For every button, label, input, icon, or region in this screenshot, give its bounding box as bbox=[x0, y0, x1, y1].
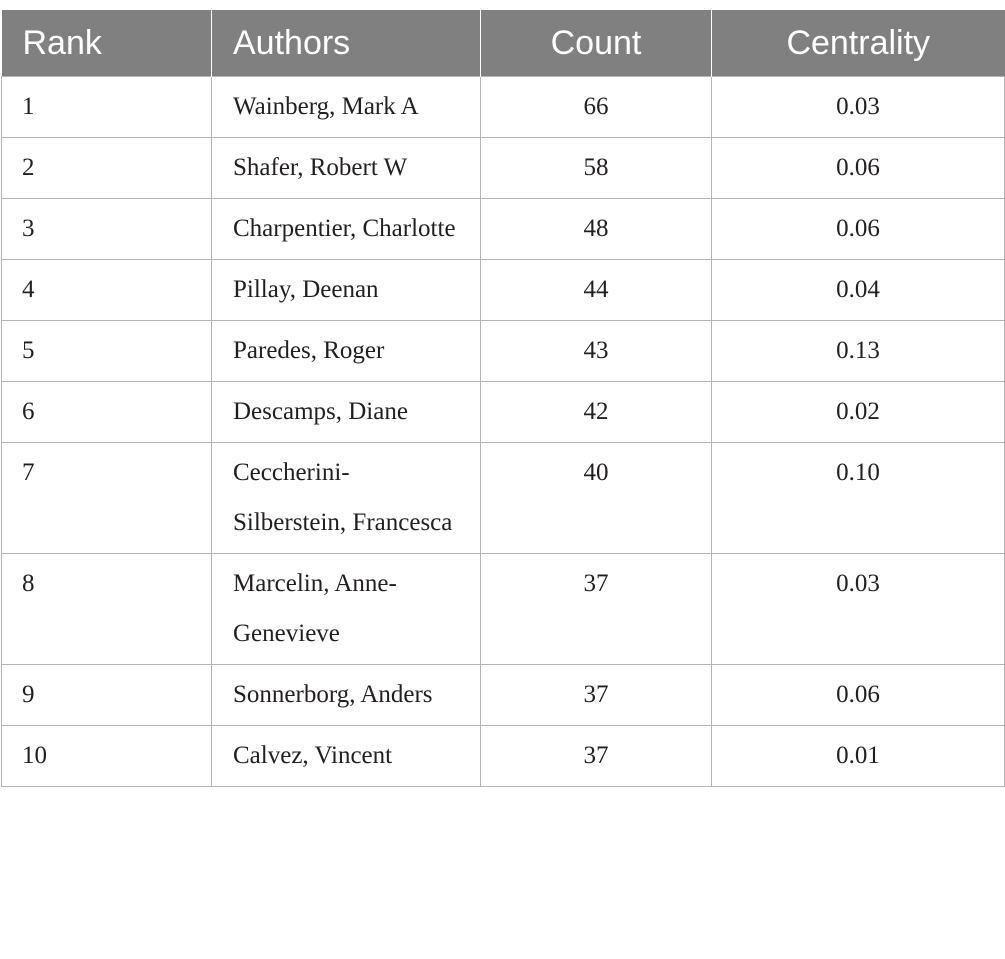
count-cell: 40 bbox=[480, 442, 712, 554]
table-row: 4 Pillay, Deenan 44 0.04 bbox=[1, 259, 1005, 321]
rank-cell: 2 bbox=[1, 137, 212, 199]
header-count: Count bbox=[480, 10, 712, 77]
table-row: 6 Descamps, Diane 42 0.02 bbox=[1, 381, 1005, 443]
header-row: Rank Authors Count Centrality bbox=[1, 10, 1005, 77]
rank-cell: 5 bbox=[1, 320, 212, 382]
centrality-cell: 0.13 bbox=[711, 320, 1005, 382]
count-cell: 42 bbox=[480, 381, 712, 443]
table-row: 5 Paredes, Roger 43 0.13 bbox=[1, 320, 1005, 382]
rank-cell: 1 bbox=[1, 76, 212, 138]
rank-cell: 8 bbox=[1, 553, 212, 665]
count-cell: 44 bbox=[480, 259, 712, 321]
centrality-cell: 0.10 bbox=[711, 442, 1005, 554]
centrality-cell: 0.04 bbox=[711, 259, 1005, 321]
author-cell: Descamps, Diane bbox=[211, 381, 481, 443]
centrality-cell: 0.01 bbox=[711, 725, 1005, 787]
author-cell: Ceccherini-Silberstein, Francesca bbox=[211, 442, 481, 554]
rank-cell: 3 bbox=[1, 198, 212, 260]
author-cell: Wainberg, Mark A bbox=[211, 76, 481, 138]
rank-cell: 10 bbox=[1, 725, 212, 787]
rank-cell: 7 bbox=[1, 442, 212, 554]
count-cell: 43 bbox=[480, 320, 712, 382]
count-cell: 58 bbox=[480, 137, 712, 199]
count-cell: 37 bbox=[480, 553, 712, 665]
header-rank: Rank bbox=[1, 10, 212, 77]
centrality-cell: 0.03 bbox=[711, 553, 1005, 665]
table-row: 3 Charpentier, Charlotte 48 0.06 bbox=[1, 198, 1005, 260]
centrality-cell: 0.06 bbox=[711, 198, 1005, 260]
author-ranking-table: Rank Authors Count Centrality 1 Wainberg… bbox=[1, 10, 1005, 787]
table-row: 7 Ceccherini-Silberstein, Francesca 40 0… bbox=[1, 442, 1005, 554]
centrality-cell: 0.02 bbox=[711, 381, 1005, 443]
rank-cell: 6 bbox=[1, 381, 212, 443]
rank-cell: 9 bbox=[1, 664, 212, 726]
count-cell: 37 bbox=[480, 725, 712, 787]
author-cell: Pillay, Deenan bbox=[211, 259, 481, 321]
header-authors: Authors bbox=[211, 10, 481, 77]
count-cell: 37 bbox=[480, 664, 712, 726]
header-centrality: Centrality bbox=[711, 10, 1005, 77]
table-row: 10 Calvez, Vincent 37 0.01 bbox=[1, 725, 1005, 787]
centrality-cell: 0.06 bbox=[711, 664, 1005, 726]
rank-cell: 4 bbox=[1, 259, 212, 321]
centrality-cell: 0.03 bbox=[711, 76, 1005, 138]
author-cell: Sonnerborg, Anders bbox=[211, 664, 481, 726]
author-cell: Charpentier, Charlotte bbox=[211, 198, 481, 260]
author-cell: Paredes, Roger bbox=[211, 320, 481, 382]
table-row: 2 Shafer, Robert W 58 0.06 bbox=[1, 137, 1005, 199]
author-cell: Shafer, Robert W bbox=[211, 137, 481, 199]
count-cell: 66 bbox=[480, 76, 712, 138]
table-row: 1 Wainberg, Mark A 66 0.03 bbox=[1, 76, 1005, 138]
author-cell: Calvez, Vincent bbox=[211, 725, 481, 787]
table-row: 8 Marcelin, Anne-Genevieve 37 0.03 bbox=[1, 553, 1005, 665]
table-row: 9 Sonnerborg, Anders 37 0.06 bbox=[1, 664, 1005, 726]
table-body: 1 Wainberg, Mark A 66 0.03 2 Shafer, Rob… bbox=[1, 76, 1005, 787]
author-cell: Marcelin, Anne-Genevieve bbox=[211, 553, 481, 665]
table-header: Rank Authors Count Centrality bbox=[1, 10, 1005, 77]
count-cell: 48 bbox=[480, 198, 712, 260]
centrality-cell: 0.06 bbox=[711, 137, 1005, 199]
